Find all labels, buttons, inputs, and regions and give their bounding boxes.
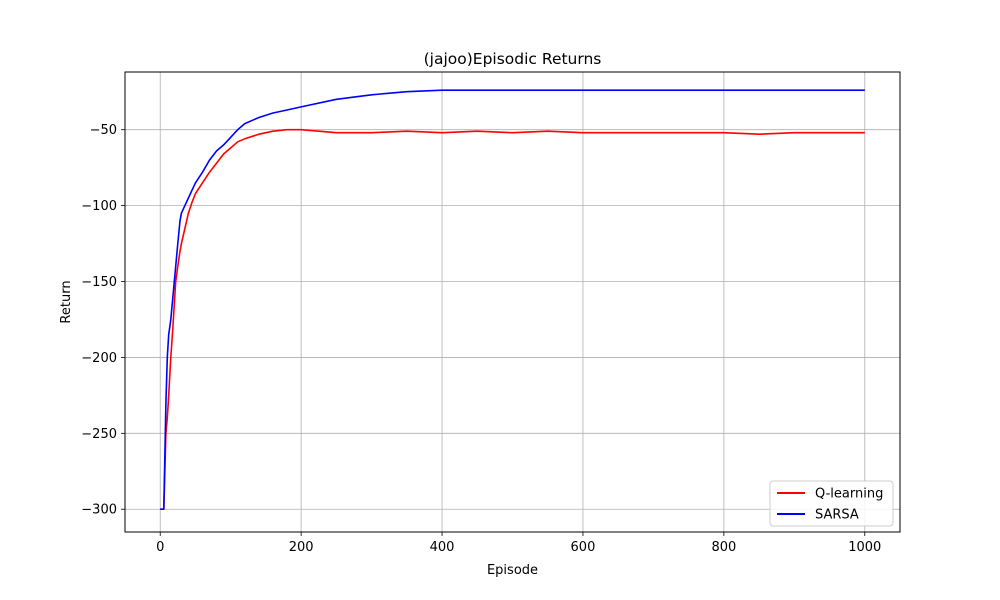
- x-tick-label: 1000: [848, 540, 881, 555]
- x-tick-label: 600: [571, 540, 596, 555]
- y-tick-label: −200: [81, 351, 117, 366]
- chart-title: (jajoo)Episodic Returns: [424, 50, 602, 68]
- series-line-sarsa: [160, 89, 865, 511]
- y-axis-label: Return: [59, 280, 74, 323]
- legend-label-q-learning: Q-learning: [815, 487, 883, 502]
- y-tick-label: −50: [90, 123, 117, 138]
- axis-ticks: 0 200 400 600 800 1000 −300 −250 −200 −150 −100 −50: [81, 123, 881, 555]
- y-tick-label: −100: [81, 199, 117, 214]
- plot-frame: [124, 71, 901, 533]
- x-tick-label: 400: [430, 540, 455, 555]
- y-tick-label: −150: [81, 275, 117, 290]
- series-line-q-learning: [160, 128, 865, 511]
- x-tick-label: 800: [711, 540, 736, 555]
- series-lines: [160, 89, 865, 511]
- y-tick-label: −300: [81, 503, 117, 518]
- x-tick-label: 0: [156, 540, 164, 555]
- legend-label-sarsa: SARSA: [815, 508, 859, 523]
- legend: Q-learning SARSA: [769, 480, 894, 527]
- x-tick-label: 200: [289, 540, 314, 555]
- x-axis-label: Episode: [487, 563, 538, 578]
- y-tick-label: −250: [81, 427, 117, 442]
